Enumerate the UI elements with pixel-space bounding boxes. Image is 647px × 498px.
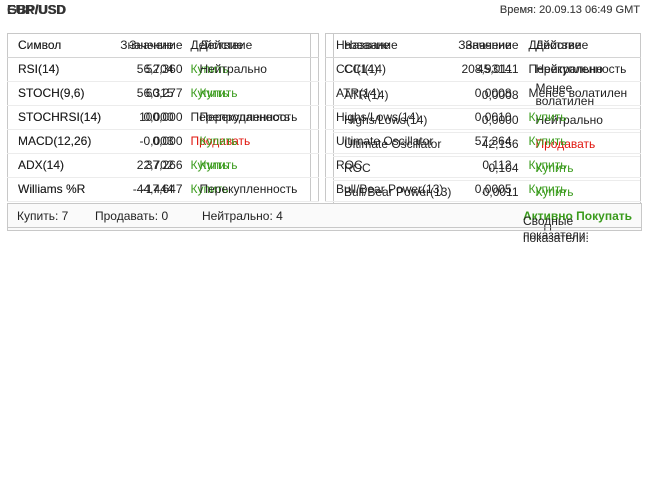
indicator-value: 57,364 <box>444 129 517 154</box>
summary-buy: Купить: 7 <box>17 209 69 223</box>
indicator-action: Перекупленность <box>516 57 641 82</box>
indicator-action: Перекупленность <box>187 177 311 202</box>
indicator-name: RSI(14) <box>7 57 108 82</box>
update-time: Время: 20.09.13 06:49 GMT <box>499 4 640 16</box>
indicator-row: STOCHRSI(14) 100,000 Перекупленность <box>7 105 311 130</box>
header-cell: Значение <box>444 33 517 58</box>
indicator-row: ATR(14) 0,0008 Менее волатилен <box>325 81 641 106</box>
indicator-name: ATR(14) <box>325 81 445 106</box>
header-row: Название Значение Действие <box>325 33 641 58</box>
indicator-row: ADX(14) 37,266 Купить <box>7 153 311 178</box>
header-row: Символ Значение Действие <box>7 33 311 58</box>
indicator-action: Купить <box>516 105 641 130</box>
indicator-action: Перекупленность <box>187 105 311 130</box>
indicator-action: Купить <box>516 177 641 202</box>
indicator-row: Bull/Bear Power(13) 0,0005 Купить <box>325 177 641 202</box>
indicator-action: Нейтрально <box>187 57 311 82</box>
indicator-value: 0,112 <box>444 153 517 178</box>
indicator-name: ROC <box>325 153 445 178</box>
indicator-name: STOCHRSI(14) <box>7 105 108 130</box>
header-cell: Название <box>325 33 445 58</box>
indicator-action: Купить <box>187 81 311 106</box>
indicator-row: ROC 0,112 Купить <box>325 153 641 178</box>
indicator-action: Купить <box>516 153 641 178</box>
indicator-name: Williams %R <box>7 177 108 202</box>
header-cell: Символ <box>7 33 108 58</box>
summary-verdict: Активно Покупать <box>522 209 632 223</box>
header-cell: Значение <box>107 33 188 58</box>
indicator-value: 0,0008 <box>444 81 517 106</box>
summary-bar: Купить: 7 Продавать: 0 Нейтрально: 4 Сводны… <box>7 203 642 242</box>
indicator-value: 52,360 <box>107 57 188 82</box>
summary-overall: Сводные показатели: Активно Покупать <box>522 209 632 242</box>
indicator-row: Williams %R -17,647 Перекупленность <box>7 177 311 202</box>
pair-title: GBP/USD <box>7 2 67 17</box>
indicator-value: 60,277 <box>107 81 188 106</box>
indicator-name: STOCH(9,6) <box>7 81 108 106</box>
indicator-value: 37,266 <box>107 153 188 178</box>
header-cell: Действие <box>516 33 641 58</box>
indicator-name: MACD(12,26) <box>7 129 108 154</box>
update-time: Время: 20.09.13 06:49 GMT <box>499 4 640 16</box>
summary-neutral: Нейтрально: 4 <box>202 209 283 223</box>
indicator-name: ADX(14) <box>7 153 108 178</box>
indicator-table: Символ Значение Действие RSI(14) 52,360 Нейтр… <box>7 33 311 202</box>
indicator-name: Ultimate Oscillator <box>325 129 445 154</box>
header-cell: Действие <box>187 33 311 58</box>
indicator-value: 0,0005 <box>444 177 517 202</box>
indicator-value: 100,000 <box>107 105 188 130</box>
indicator-row: CCI(14) 208,9314 Перекупленность <box>325 57 641 82</box>
indicator-action: Купить <box>187 129 311 154</box>
indicator-row: MACD(12,26) 0,000 Купить <box>7 129 311 154</box>
indicator-action: Купить <box>516 129 641 154</box>
pair-title: EUR/USD <box>7 2 66 17</box>
indicator-action: Купить <box>187 153 311 178</box>
indicator-row: Ultimate Oscillator 57,364 Купить <box>325 129 641 154</box>
indicator-table: Название Значение Действие CCI(14) 208,9314 П… <box>325 33 641 202</box>
summary-sell: Продавать: 0 <box>95 209 169 223</box>
indicator-row: STOCH(9,6) 60,277 Купить <box>7 81 311 106</box>
indicator-value: 0,000 <box>107 129 188 154</box>
indicator-value: 0,0010 <box>444 105 517 130</box>
indicator-value: 208,9314 <box>444 57 517 82</box>
summary-label: Сводные показатели: <box>522 214 589 242</box>
indicator-row: Highs/Lows(14) 0,0010 Купить <box>325 105 641 130</box>
indicator-name: Bull/Bear Power(13) <box>325 177 445 202</box>
indicator-value: -17,647 <box>107 177 188 202</box>
indicator-name: Highs/Lows(14) <box>325 105 445 130</box>
indicator-name: CCI(14) <box>325 57 445 82</box>
indicator-row: RSI(14) 52,360 Нейтрально <box>7 57 311 82</box>
indicator-action: Менее волатилен <box>516 81 641 106</box>
